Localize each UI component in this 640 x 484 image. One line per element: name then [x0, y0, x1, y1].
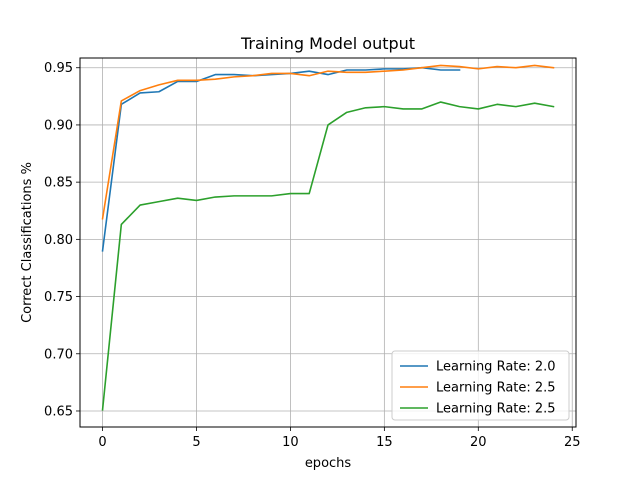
x-tick-label: 0: [98, 435, 106, 450]
y-axis-label: Correct Classifications %: [20, 162, 35, 323]
y-tick-label: 0.85: [44, 176, 73, 191]
legend-label: Learning Rate: 2.5: [436, 402, 556, 417]
legend-label: Learning Rate: 2.5: [436, 381, 556, 396]
x-tick-label: 25: [564, 435, 581, 450]
x-tick-label: 10: [282, 435, 299, 450]
x-tick-label: 20: [470, 435, 487, 450]
series-layer: [101, 64, 555, 411]
x-tick-label: 5: [192, 435, 200, 450]
y-tick-label: 0.90: [44, 118, 73, 133]
legend-item-2: Learning Rate: 2.5: [400, 381, 556, 396]
legend-item-1: Learning Rate: 2.0: [400, 360, 556, 375]
chart-title: Training Model output: [240, 34, 415, 53]
series-line-2: [101, 64, 555, 220]
tick-layer: 0 5 10 15 20 25 0.65 0.70 0.75 0.80 0.85 0.90 0.95: [44, 61, 580, 450]
y-tick-label: 0.70: [44, 347, 73, 362]
y-tick-label: 0.75: [44, 290, 73, 305]
legend-label: Learning Rate: 2.0: [436, 360, 556, 375]
x-axis-label: epochs: [305, 456, 352, 471]
legend: Learning Rate: 2.0 Learning Rate: 2.5 Lear…: [391, 350, 570, 421]
y-tick-label: 0.80: [44, 233, 73, 248]
y-tick-label: 0.65: [44, 404, 73, 419]
legend-item-3: Learning Rate: 2.5: [400, 402, 556, 417]
series-line-1: [101, 66, 461, 252]
legend-box: [391, 350, 570, 421]
series-line-3: [101, 101, 555, 411]
x-tick-label: 15: [376, 435, 393, 450]
y-tick-label: 0.95: [44, 61, 73, 76]
plot-frame: [79, 57, 577, 428]
